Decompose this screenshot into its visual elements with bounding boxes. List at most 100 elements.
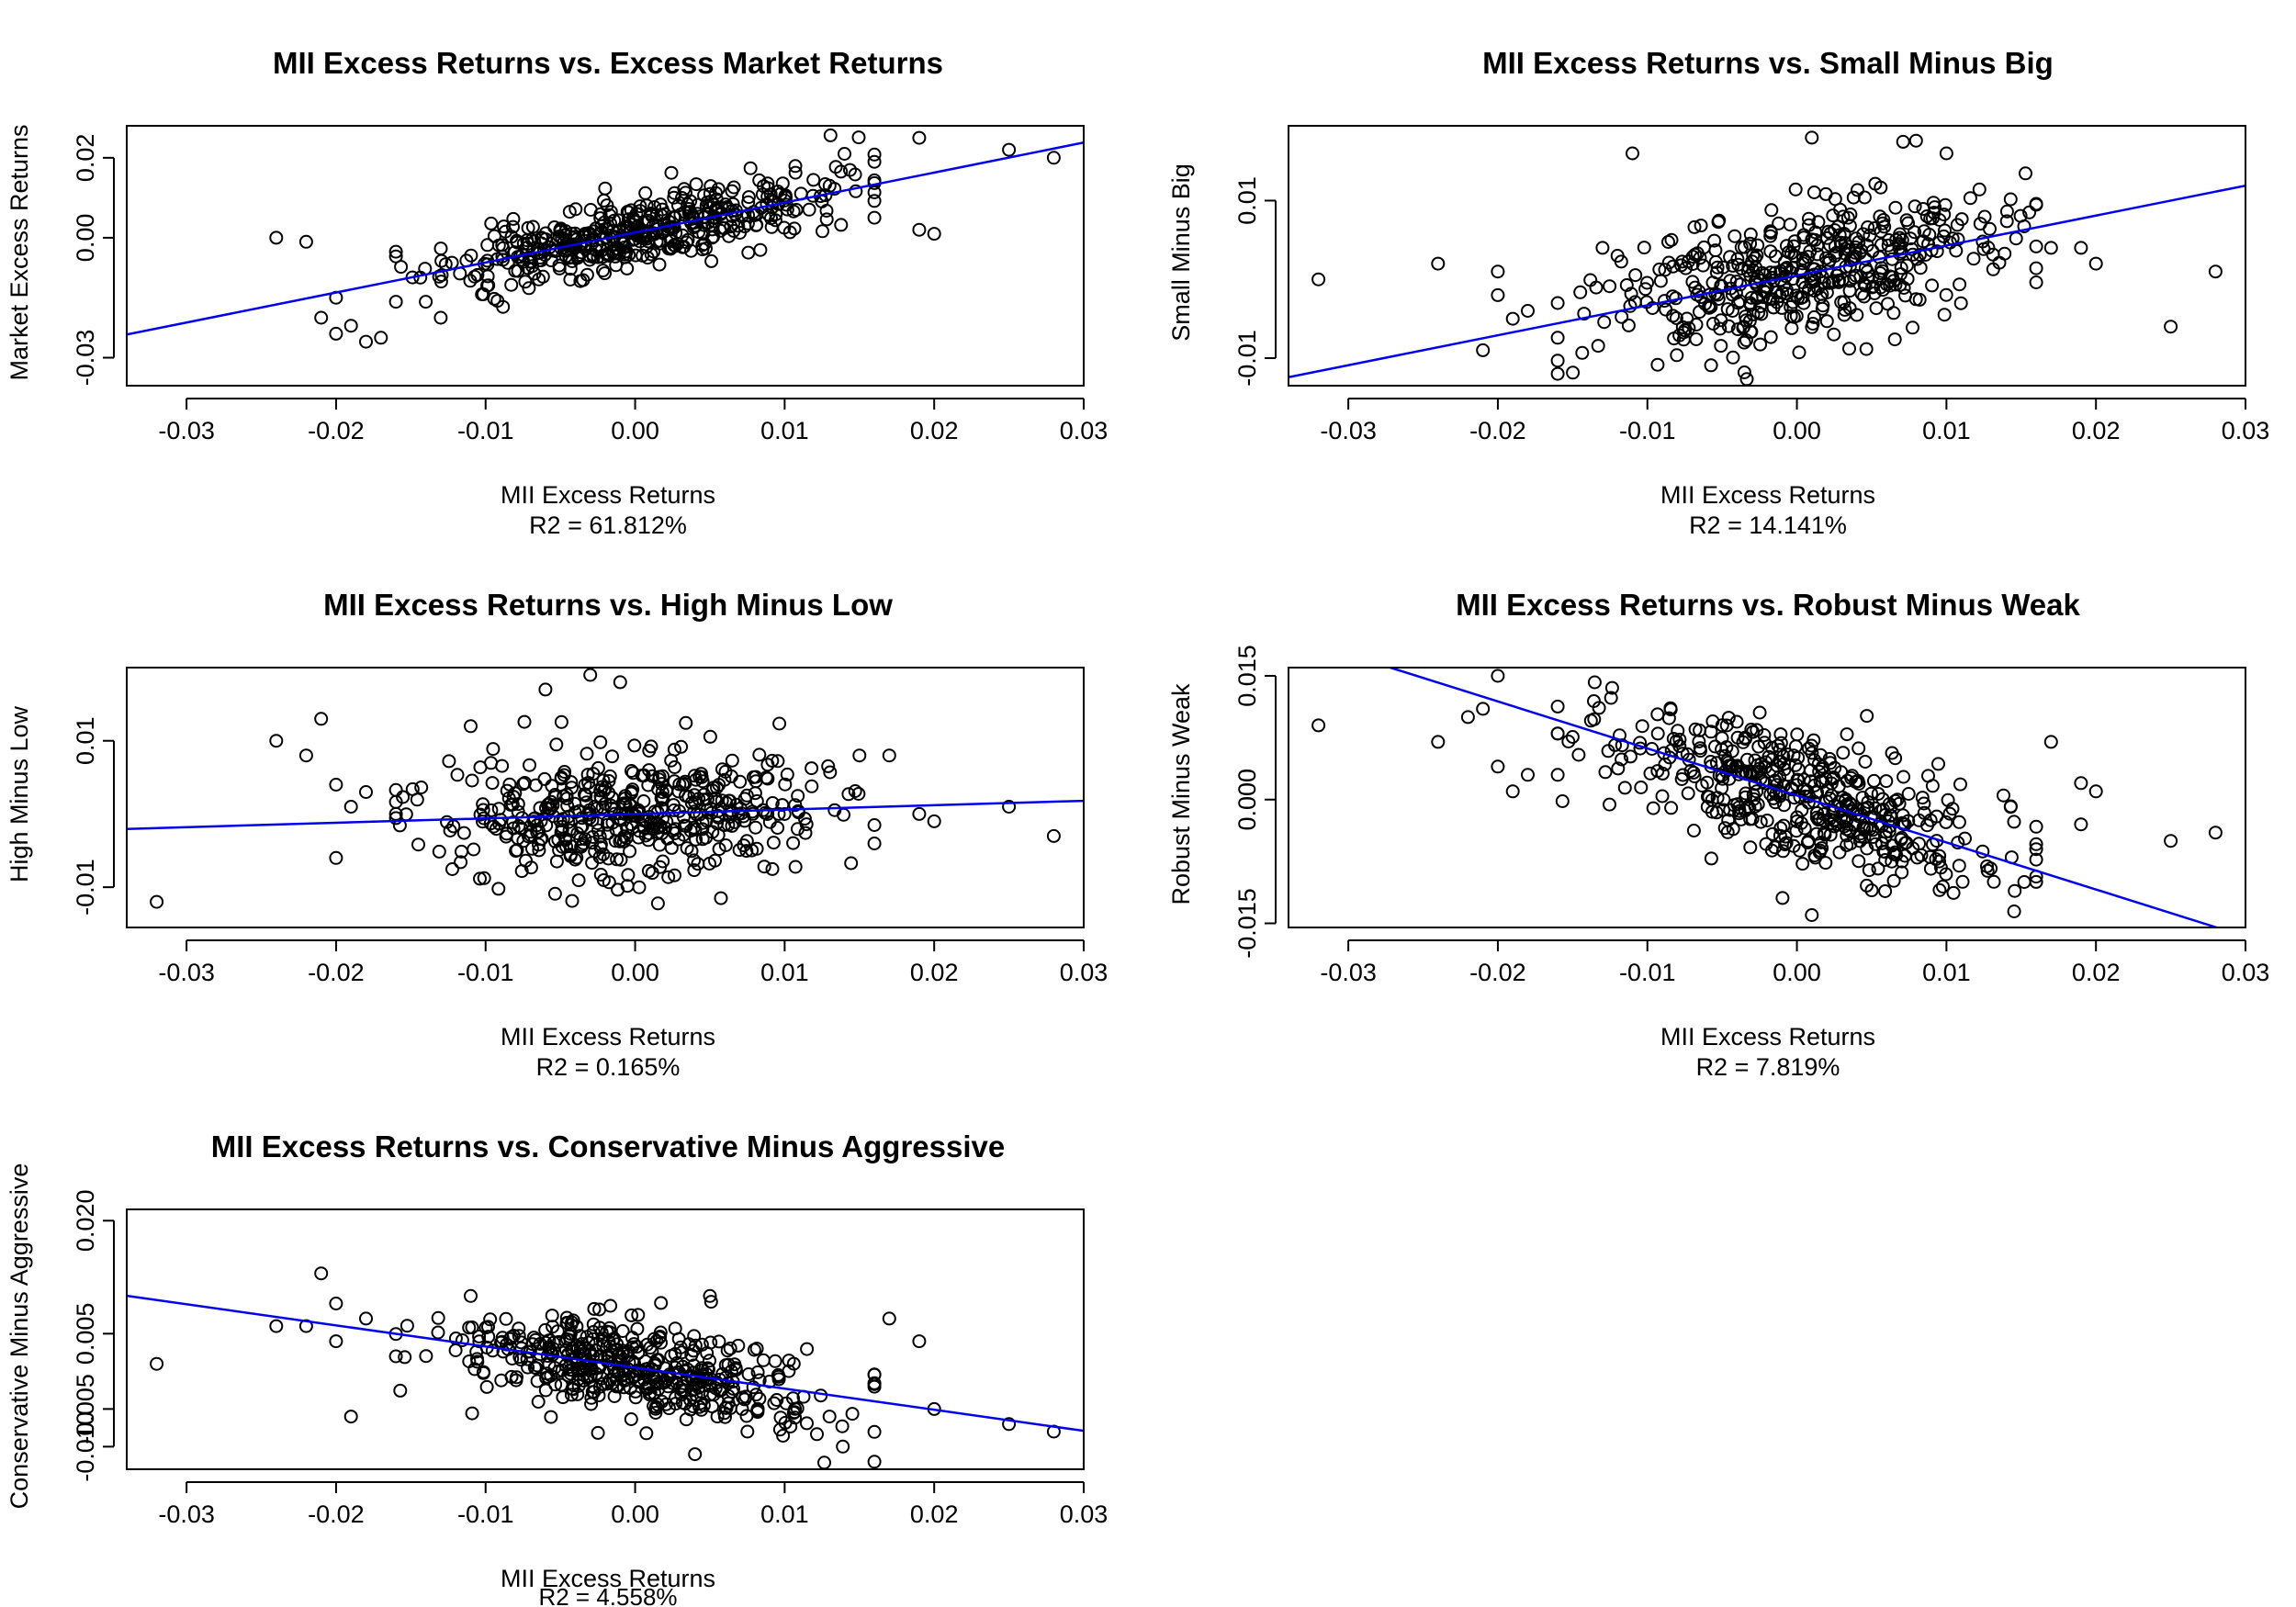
data-point [1932,213,1947,227]
data-point [756,1353,771,1367]
data-point [760,807,775,821]
y-tick-label: -0.010 [72,1411,99,1482]
data-point [741,245,756,260]
data-point [343,1410,358,1424]
data-point [1571,747,1586,762]
data-point [1878,884,1893,898]
y-tick-label: 0.000 [1233,769,1261,831]
data-point [1775,891,1790,905]
y-tick-label: -0.03 [72,330,99,387]
data-point [575,837,590,852]
data-point [1670,348,1684,363]
data-point [1879,774,1894,789]
data-point [1738,240,1751,254]
data-point [1854,287,1869,301]
data-point [431,1310,445,1325]
data-point [1896,134,1910,149]
data-point [705,1399,719,1414]
data-point [788,165,803,180]
data-point [1723,759,1738,773]
data-point [668,868,681,882]
x-tick-label: -0.01 [457,417,514,444]
data-point [587,1380,602,1395]
data-point [748,820,763,835]
x-tick-label: -0.02 [1469,417,1526,444]
data-point [1857,277,1872,291]
y-tick-label: -0.01 [72,859,99,916]
data-point [1892,796,1907,811]
data-point [1888,200,1903,215]
data-point [481,1320,495,1334]
data-point [681,202,696,216]
data-point [484,216,499,230]
data-point [483,1312,498,1327]
data-point [703,1354,716,1368]
data-point [750,1365,765,1379]
data-point [1805,320,1819,334]
panel-title: MII Excess Returns vs. Small Minus Big [1482,46,2054,80]
data-point [718,764,733,779]
data-point [1925,278,1940,293]
data-point [1633,736,1648,750]
data-point [495,759,510,773]
data-point [1748,753,1762,768]
data-point [1896,281,1911,295]
data-point [1575,345,1590,360]
data-point [805,779,819,793]
data-point [1882,233,1896,247]
data-point [703,1295,718,1309]
data-point [1949,243,1964,258]
data-point [616,1380,631,1395]
x-tick-label: 0.01 [1922,417,1971,444]
data-point [1704,358,1718,373]
data-point [2003,192,2018,207]
data-point [547,886,562,901]
data-point [1765,292,1780,307]
data-point [1810,247,1825,262]
data-point [778,777,793,792]
data-point [668,822,682,837]
data-point [2013,208,2028,223]
data-point [596,1377,610,1391]
data-point [822,178,837,193]
data-point [1812,764,1827,779]
regression-line-group [127,799,1084,830]
data-point [844,856,859,871]
panel-high-minus-low: MII Excess Returns vs. High Minus Low MI… [6,588,1108,1081]
r2-label: R2 = 14.141% [1689,511,1847,539]
data-point [480,238,495,253]
data-point [633,199,647,214]
data-point [1858,755,1873,769]
data-point [641,778,656,792]
data-point [1748,799,1762,814]
y-axis-label: Robust Minus Weak [1167,683,1195,905]
data-point [1732,804,1747,818]
plot-frame [126,1208,1085,1470]
data-point [535,269,550,284]
data-point [1819,794,1834,808]
data-point [540,806,555,821]
data-point [1787,249,1802,264]
data-point [692,792,706,806]
data-point [1856,227,1871,242]
data-point [867,194,882,208]
data-point [1999,204,2014,219]
data-point [783,1420,798,1433]
data-point [1951,836,1965,850]
data-point [726,1381,740,1396]
data-point [539,1371,554,1385]
data-point [329,778,343,792]
data-point [765,753,780,768]
data-point [1664,801,1679,815]
data-point [760,758,775,772]
data-point [1811,215,1826,230]
data-point [1939,867,1953,882]
data-point [689,177,703,192]
data-point [470,1354,485,1369]
data-point [1981,241,1996,255]
data-point [642,763,657,778]
data-point [1715,769,1729,782]
data-point [1806,309,1821,324]
data-point [400,1319,414,1333]
data-point [1720,302,1735,317]
